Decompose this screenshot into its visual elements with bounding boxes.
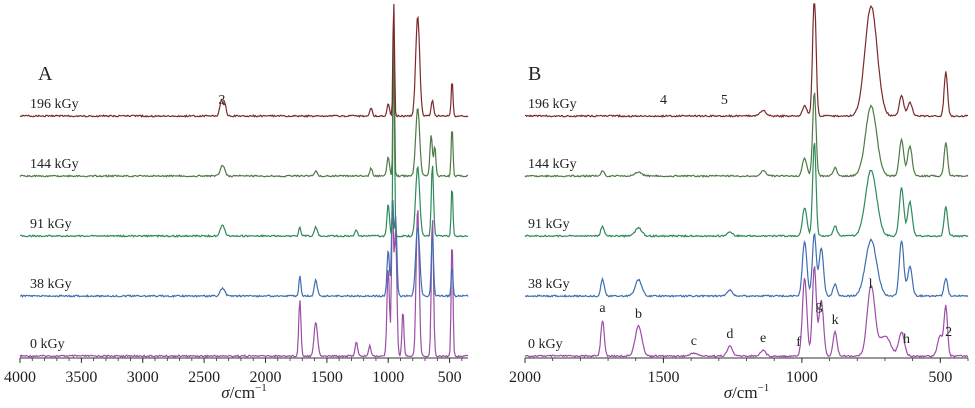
series-label: 0 kGy bbox=[30, 337, 65, 352]
peak-annotation: d bbox=[726, 327, 733, 342]
series-label: 144 kGy bbox=[30, 157, 79, 172]
spectrum-line-144-kgy bbox=[524, 92, 969, 178]
spectrum-line-196-kgy bbox=[19, 3, 469, 118]
x-axis-unit: /cm bbox=[230, 383, 256, 402]
x-tick-label: 500 bbox=[928, 369, 952, 386]
peak-annotation: 2 bbox=[945, 325, 952, 340]
peak-annotation: 5 bbox=[721, 93, 728, 108]
x-tick-label: 1500 bbox=[647, 369, 679, 386]
chart-panel-a: 4000 3500 3000 2500 2000 1500 1000 500 σ/cm−1 A 0 … bbox=[4, 3, 469, 402]
series-label: 144 kGy bbox=[528, 157, 577, 172]
panel-label: A bbox=[38, 63, 53, 85]
x-axis-symbol: σ bbox=[221, 383, 230, 402]
x-tick-label: 2000 bbox=[249, 369, 281, 386]
chart-panel-b: 2000 1500 1000 500 σ/cm−1 B 0 kGy 38 kGy 91 kGy 1… bbox=[509, 3, 969, 402]
series-label: 38 kGy bbox=[30, 277, 72, 292]
spectrum-line-38-kgy bbox=[524, 232, 969, 298]
x-tick-label: 1500 bbox=[311, 369, 343, 386]
peak-annotation: b bbox=[635, 307, 642, 322]
peak-annotation: l bbox=[869, 277, 873, 292]
spectrum-line-91-kgy bbox=[524, 142, 969, 238]
spectrum-line-0-kgy bbox=[524, 266, 969, 358]
x-tick-label: 2500 bbox=[188, 369, 220, 386]
x-tick-label: 1000 bbox=[372, 369, 404, 386]
peak-annotation: a bbox=[599, 301, 606, 316]
series-label: 91 kGy bbox=[528, 217, 570, 232]
peak-annotation: c bbox=[691, 334, 697, 349]
x-axis-unit: /cm bbox=[732, 383, 758, 402]
spectrum-line-144-kgy bbox=[19, 29, 469, 179]
peak-annotation: g bbox=[816, 298, 823, 313]
x-tick-label: 1000 bbox=[786, 369, 818, 386]
x-tick-label: 500 bbox=[438, 369, 462, 386]
series-label: 38 kGy bbox=[528, 277, 570, 292]
peak-annotation: e bbox=[760, 331, 766, 346]
x-tick-label: 2000 bbox=[509, 369, 541, 386]
series-label: 196 kGy bbox=[528, 97, 577, 112]
x-tick-label: 3500 bbox=[65, 369, 97, 386]
x-axis-symbol: σ bbox=[724, 383, 733, 402]
peak-annotation: 4 bbox=[660, 93, 667, 108]
panel-label: B bbox=[528, 63, 541, 85]
x-axis-title: σ/cm−1 bbox=[221, 382, 267, 402]
peak-annotation: k bbox=[832, 313, 839, 328]
spectrum-line-38-kgy bbox=[19, 199, 469, 298]
spectrum-line-91-kgy bbox=[20, 40, 469, 238]
x-axis-title: σ/cm−1 bbox=[724, 382, 770, 402]
peak-annotation: h bbox=[903, 332, 910, 347]
series-label: 196 kGy bbox=[30, 97, 79, 112]
peak-annotation: f bbox=[796, 335, 801, 350]
spectrum-line-196-kgy bbox=[524, 3, 968, 118]
peak-annotation: 3 bbox=[218, 93, 225, 108]
spectrum-line-0-kgy bbox=[19, 208, 469, 358]
series-label: 91 kGy bbox=[30, 217, 72, 232]
x-tick-label: 3000 bbox=[127, 369, 159, 386]
series-label: 0 kGy bbox=[528, 337, 563, 352]
x-axis-unit-exponent: −1 bbox=[255, 382, 267, 394]
x-axis-unit-exponent: −1 bbox=[758, 382, 770, 394]
x-tick-label: 4000 bbox=[4, 369, 36, 386]
